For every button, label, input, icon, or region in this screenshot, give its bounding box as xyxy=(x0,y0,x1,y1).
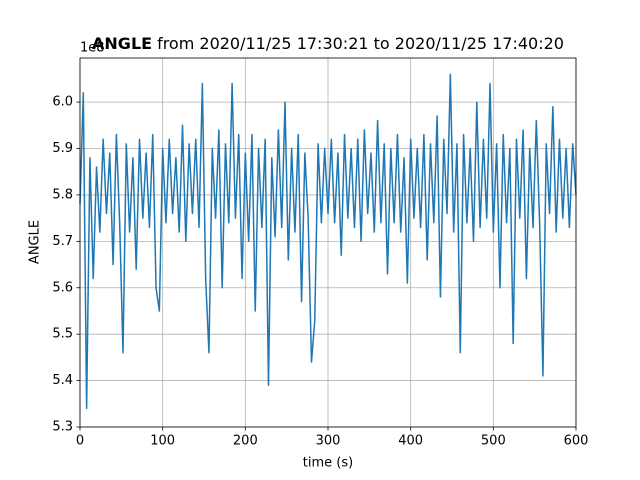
x-axis-label: time (s) xyxy=(303,456,353,471)
x-tick-label: 300 xyxy=(316,434,341,449)
y-tick-label: 5.3 xyxy=(52,420,73,435)
y-tick-label: 6.0 xyxy=(52,95,73,110)
x-tick-label: 100 xyxy=(150,434,175,449)
chart-title: ANGLE from 2020/11/25 17:30:21 to 2020/11… xyxy=(92,34,564,53)
y-tick-label: 5.8 xyxy=(52,187,73,202)
x-tick-label: 200 xyxy=(233,434,258,449)
x-tick-label: 500 xyxy=(481,434,506,449)
y-axis-label: ANGLE xyxy=(28,220,43,264)
x-tick-label: 400 xyxy=(398,434,423,449)
x-tick-label: 0 xyxy=(76,434,84,449)
y-tick-label: 5.6 xyxy=(52,280,73,295)
y-tick-label: 5.9 xyxy=(52,141,73,156)
data-line xyxy=(79,73,577,410)
y-offset-label: 1e8 xyxy=(80,41,105,56)
y-tick-label: 5.7 xyxy=(52,234,73,249)
title-range: from 2020/11/25 17:30:21 to 2020/11/25 1… xyxy=(157,34,564,53)
title-variable: ANGLE xyxy=(92,34,152,53)
y-tick-label: 5.5 xyxy=(52,327,73,342)
y-tick-label: 5.4 xyxy=(52,373,73,388)
x-tick-label: 600 xyxy=(564,434,589,449)
plot-frame xyxy=(79,57,577,428)
